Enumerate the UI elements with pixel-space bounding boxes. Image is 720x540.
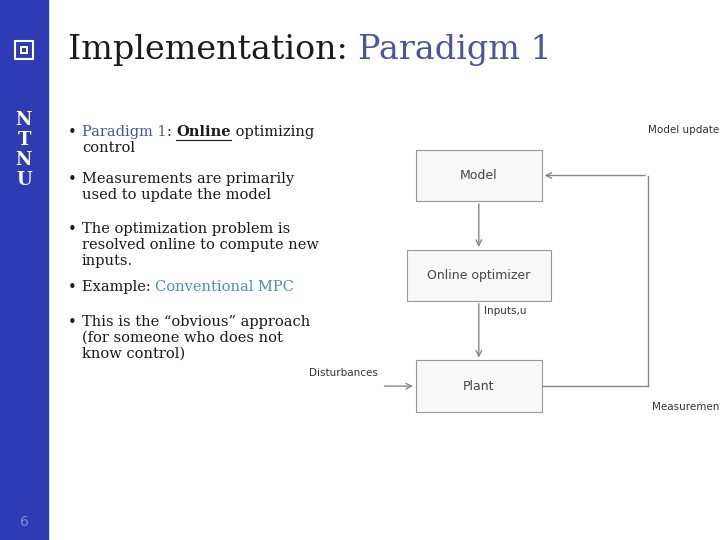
Text: Measurements are primarily: Measurements are primarily	[82, 172, 294, 186]
Text: optimizing: optimizing	[230, 125, 314, 139]
Text: 6: 6	[19, 515, 28, 529]
Text: N: N	[16, 111, 32, 129]
Text: N: N	[16, 151, 32, 169]
Text: Example:: Example:	[82, 280, 156, 294]
Text: The optimization problem is: The optimization problem is	[82, 222, 290, 236]
Text: Paradigm 1: Paradigm 1	[359, 34, 552, 66]
Text: •: •	[68, 280, 77, 295]
Text: Online optimizer: Online optimizer	[427, 269, 531, 282]
Bar	[22, 48, 26, 52]
Text: :: :	[166, 125, 176, 139]
Text: Plant: Plant	[463, 380, 495, 393]
Text: •: •	[68, 222, 77, 237]
Text: control: control	[82, 141, 135, 155]
Text: Model update: Model update	[648, 125, 719, 135]
Text: Model: Model	[460, 169, 498, 182]
Text: Online: Online	[176, 125, 230, 139]
Text: Conventional MPC: Conventional MPC	[156, 280, 294, 294]
Bar	[20, 46, 28, 54]
Text: •: •	[68, 125, 77, 140]
Bar	[15, 41, 33, 59]
Text: •: •	[68, 172, 77, 187]
Text: This is the “obvious” approach: This is the “obvious” approach	[82, 315, 310, 329]
Text: •: •	[68, 315, 77, 330]
Text: used to update the model: used to update the model	[82, 188, 271, 202]
Text: resolved online to compute new: resolved online to compute new	[82, 238, 319, 252]
Bar	[0, 0, 48, 540]
Text: know control): know control)	[82, 347, 185, 361]
Text: Measurements, y: Measurements, y	[652, 402, 720, 413]
Text: Disturbances: Disturbances	[309, 368, 378, 377]
Text: U: U	[16, 171, 32, 189]
FancyBboxPatch shape	[416, 150, 541, 201]
Text: (for someone who does not: (for someone who does not	[82, 331, 283, 345]
Text: Implementation:: Implementation:	[68, 34, 359, 66]
Text: Inputs,u: Inputs,u	[484, 306, 526, 316]
FancyBboxPatch shape	[416, 361, 541, 412]
Text: Paradigm 1: Paradigm 1	[82, 125, 166, 139]
Text: inputs.: inputs.	[82, 254, 133, 268]
FancyBboxPatch shape	[407, 249, 551, 301]
Text: T: T	[17, 131, 31, 149]
